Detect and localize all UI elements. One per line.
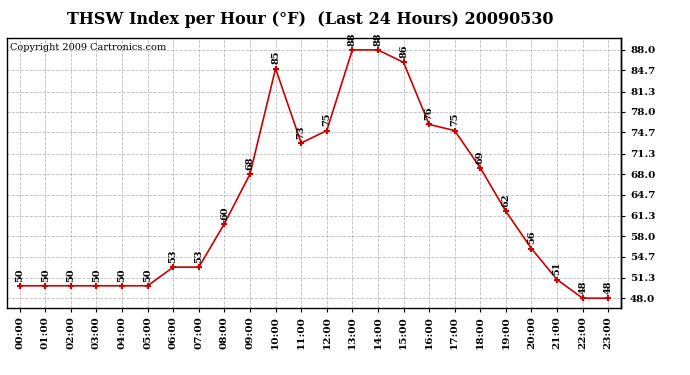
Text: 62: 62: [502, 194, 511, 207]
Text: 50: 50: [15, 268, 24, 282]
Text: 56: 56: [527, 231, 536, 244]
Text: 48: 48: [578, 280, 587, 294]
Text: 50: 50: [66, 268, 75, 282]
Text: 76: 76: [424, 107, 433, 120]
Text: Copyright 2009 Cartronics.com: Copyright 2009 Cartronics.com: [10, 43, 166, 52]
Text: THSW Index per Hour (°F)  (Last 24 Hours) 20090530: THSW Index per Hour (°F) (Last 24 Hours)…: [67, 11, 554, 28]
Text: 69: 69: [476, 150, 485, 164]
Text: 75: 75: [450, 113, 459, 126]
Text: 50: 50: [117, 268, 126, 282]
Text: 53: 53: [195, 249, 204, 263]
Text: 85: 85: [271, 51, 280, 64]
Text: 50: 50: [143, 268, 152, 282]
Text: 86: 86: [399, 45, 408, 58]
Text: 50: 50: [92, 268, 101, 282]
Text: 75: 75: [322, 113, 331, 126]
Text: 68: 68: [246, 156, 255, 170]
Text: 60: 60: [220, 206, 229, 219]
Text: 51: 51: [553, 262, 562, 275]
Text: 48: 48: [604, 280, 613, 294]
Text: 73: 73: [297, 125, 306, 139]
Text: 53: 53: [169, 249, 178, 263]
Text: 88: 88: [348, 32, 357, 46]
Text: 50: 50: [41, 268, 50, 282]
Text: 88: 88: [373, 32, 382, 46]
